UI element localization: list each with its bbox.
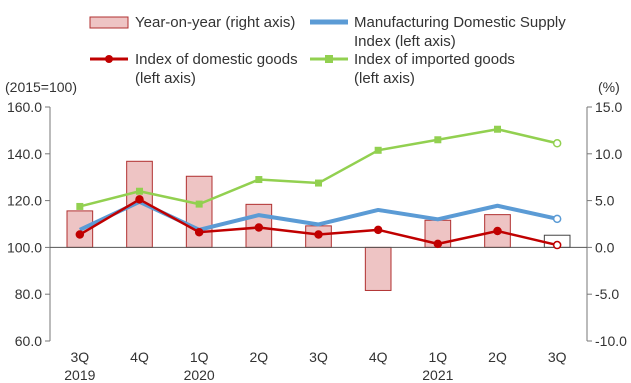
- x-tick-label: 3Q: [309, 349, 328, 365]
- left-axis-tick-label: 140.0: [7, 146, 42, 162]
- right-axis-unit: (%): [598, 79, 620, 95]
- series-lines: [75, 125, 562, 250]
- point-domestic: [254, 223, 264, 232]
- legend: Year-on-year (right axis) Manufacturing …: [89, 14, 566, 87]
- point-imported: [195, 200, 203, 208]
- bar-yoy: [364, 246, 392, 291]
- x-year-label: 2019: [64, 367, 95, 383]
- point-imported: [315, 179, 322, 187]
- legend-swatch-yoy: [89, 16, 129, 29]
- left-axis: 160.0 140.0 120.0 100.0 80.0 60.0: [7, 99, 51, 349]
- right-axis-tick-label: -10.0: [595, 333, 627, 349]
- right-axis-tick-label: 5.0: [595, 193, 615, 209]
- bar-yoy: [185, 175, 213, 248]
- right-axis-tick-label: 15.0: [595, 99, 622, 115]
- legend-label-manufacturing-line1: Manufacturing Domestic Supply: [354, 14, 566, 31]
- legend-item-imported: Index of imported goods (left axis): [310, 51, 515, 87]
- point-domestic: [194, 227, 204, 237]
- point-imported: [76, 202, 84, 210]
- left-axis-unit: (2015=100): [5, 79, 77, 95]
- legend-item-yoy: Year-on-year (right axis): [89, 14, 295, 31]
- point-imported: [494, 125, 501, 133]
- x-tick-label: 4Q: [130, 349, 149, 365]
- x-axis: 3Q 2019 4Q 1Q 2020 2Q 3Q 4Q 1Q 2021 2Q 3Q: [64, 349, 566, 383]
- legend-marker-domestic: [105, 55, 113, 63]
- point-domestic: [75, 230, 85, 239]
- legend-item-domestic: Index of domestic goods (left axis): [90, 51, 298, 87]
- point-imported: [552, 139, 562, 148]
- left-axis-tick-label: 100.0: [7, 239, 42, 255]
- point-domestic: [135, 195, 144, 204]
- left-axis-tick-label: 80.0: [15, 286, 42, 302]
- right-axis: 15.0 10.0 5.0 0.0 -5.0 -10.0: [586, 99, 627, 349]
- legend-label-yoy: Year-on-year (right axis): [135, 14, 295, 31]
- legend-label-imported-line2: (left axis): [354, 70, 415, 87]
- legend-label-domestic-line2: (left axis): [135, 70, 196, 87]
- point-imported: [136, 187, 143, 195]
- x-year-label: 2020: [184, 367, 215, 383]
- left-axis-tick-label: 120.0: [7, 193, 42, 209]
- x-tick-label: 1Q: [190, 349, 209, 365]
- point-domestic: [552, 240, 562, 250]
- legend-item-manufacturing: Manufacturing Domestic Supply Index (lef…: [310, 14, 566, 50]
- point-imported: [255, 176, 263, 184]
- point-domestic: [373, 225, 383, 235]
- legend-marker-imported: [325, 55, 333, 63]
- point-domestic: [493, 226, 502, 236]
- x-tick-label: 4Q: [369, 349, 388, 365]
- legend-label-manufacturing-line2: Index (left axis): [354, 33, 456, 50]
- x-tick-label: 1Q: [428, 349, 447, 365]
- x-year-label: 2021: [422, 367, 453, 383]
- x-tick-label: 2Q: [249, 349, 268, 365]
- right-axis-tick-label: 10.0: [595, 146, 622, 162]
- x-tick-label: 2Q: [488, 349, 507, 365]
- x-tick-label: 3Q: [548, 349, 567, 365]
- point-domestic: [314, 230, 323, 239]
- x-tick-label: 3Q: [70, 349, 89, 365]
- left-axis-tick-label: 160.0: [7, 99, 42, 115]
- right-axis-tick-label: 0.0: [595, 239, 615, 255]
- point-imported: [374, 146, 382, 154]
- point-manufacturing: [552, 214, 562, 224]
- legend-label-imported-line1: Index of imported goods: [354, 51, 515, 68]
- right-axis-tick-label: -5.0: [595, 286, 619, 302]
- left-axis-tick-label: 60.0: [15, 333, 42, 349]
- point-imported: [434, 136, 442, 144]
- point-domestic: [433, 239, 443, 249]
- legend-label-domestic-line1: Index of domestic goods: [135, 51, 298, 68]
